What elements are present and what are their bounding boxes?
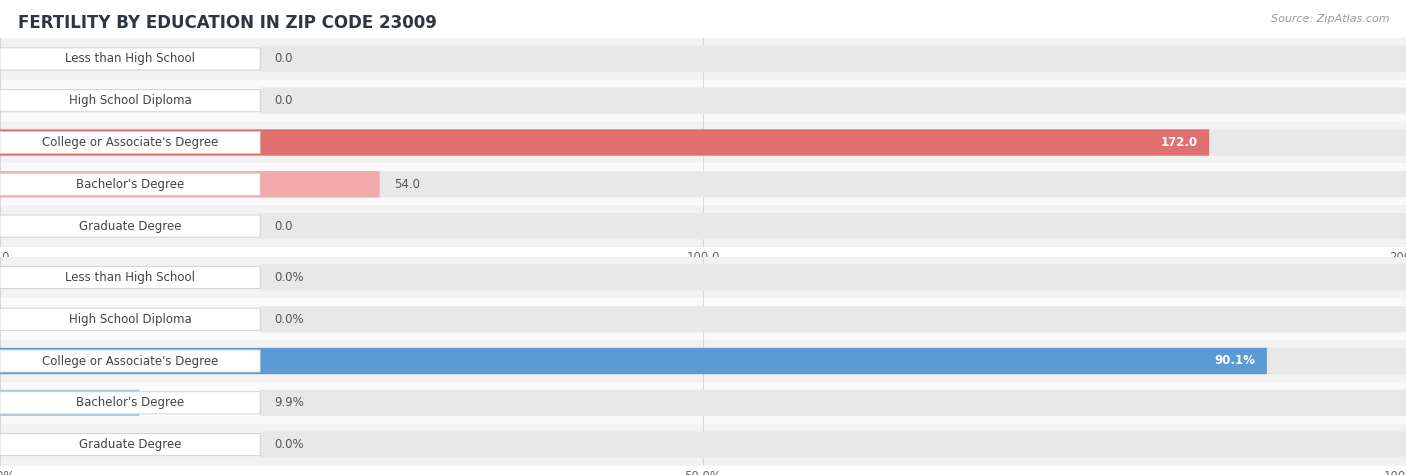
FancyBboxPatch shape (260, 171, 1406, 198)
FancyBboxPatch shape (0, 132, 260, 153)
FancyBboxPatch shape (260, 46, 1406, 72)
FancyBboxPatch shape (0, 392, 260, 414)
Text: Source: ZipAtlas.com: Source: ZipAtlas.com (1271, 14, 1389, 24)
FancyBboxPatch shape (260, 306, 1406, 332)
Text: College or Associate's Degree: College or Associate's Degree (42, 136, 218, 149)
FancyBboxPatch shape (0, 434, 260, 456)
Text: 0.0%: 0.0% (274, 271, 304, 284)
FancyBboxPatch shape (260, 213, 1406, 239)
Bar (0, 298, 1406, 340)
Bar (0, 205, 1406, 247)
Text: Less than High School: Less than High School (65, 52, 195, 66)
FancyBboxPatch shape (0, 171, 380, 198)
Bar (0, 163, 1406, 205)
Bar (0, 340, 1406, 382)
FancyBboxPatch shape (0, 90, 260, 112)
Text: 0.0%: 0.0% (274, 438, 304, 451)
FancyBboxPatch shape (260, 390, 1406, 416)
FancyBboxPatch shape (260, 129, 1406, 156)
Text: Bachelor's Degree: Bachelor's Degree (76, 178, 184, 191)
Text: 90.1%: 90.1% (1215, 354, 1256, 368)
Text: High School Diploma: High School Diploma (69, 313, 191, 326)
FancyBboxPatch shape (0, 350, 260, 372)
FancyBboxPatch shape (0, 215, 260, 237)
Text: College or Associate's Degree: College or Associate's Degree (42, 354, 218, 368)
Text: 0.0: 0.0 (274, 52, 292, 66)
Text: 0.0: 0.0 (274, 219, 292, 233)
Text: 9.9%: 9.9% (274, 396, 304, 409)
FancyBboxPatch shape (0, 173, 260, 195)
FancyBboxPatch shape (0, 48, 260, 70)
Text: FERTILITY BY EDUCATION IN ZIP CODE 23009: FERTILITY BY EDUCATION IN ZIP CODE 23009 (18, 14, 437, 32)
Text: 0.0%: 0.0% (274, 313, 304, 326)
Text: 54.0: 54.0 (394, 178, 419, 191)
FancyBboxPatch shape (0, 308, 260, 330)
FancyBboxPatch shape (0, 266, 260, 288)
Text: Less than High School: Less than High School (65, 271, 195, 284)
FancyBboxPatch shape (260, 348, 1406, 374)
Text: 0.0: 0.0 (274, 94, 292, 107)
Text: Bachelor's Degree: Bachelor's Degree (76, 396, 184, 409)
Bar (0, 424, 1406, 466)
Bar (0, 122, 1406, 163)
Bar (0, 256, 1406, 298)
Text: High School Diploma: High School Diploma (69, 94, 191, 107)
FancyBboxPatch shape (0, 390, 139, 416)
Bar (0, 382, 1406, 424)
Text: Graduate Degree: Graduate Degree (79, 438, 181, 451)
Bar (0, 38, 1406, 80)
FancyBboxPatch shape (0, 348, 1267, 374)
FancyBboxPatch shape (260, 264, 1406, 291)
FancyBboxPatch shape (0, 129, 1209, 156)
Bar (0, 80, 1406, 122)
FancyBboxPatch shape (260, 431, 1406, 458)
Text: 172.0: 172.0 (1161, 136, 1198, 149)
FancyBboxPatch shape (260, 87, 1406, 114)
Text: Graduate Degree: Graduate Degree (79, 219, 181, 233)
